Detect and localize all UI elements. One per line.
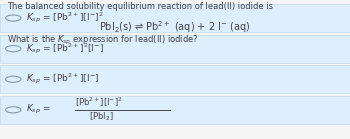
Text: $K_{sp}$ = [Pb$^{2+}$]$^2$[I$^{-}$]: $K_{sp}$ = [Pb$^{2+}$]$^2$[I$^{-}$] bbox=[26, 41, 104, 56]
Text: $K_{sp}$ = [Pb$^{2+}$][I$^{-}$]$^2$: $K_{sp}$ = [Pb$^{2+}$][I$^{-}$]$^2$ bbox=[26, 11, 104, 25]
Text: The balanced solubility equilibrium reaction of lead(II) iodide is: The balanced solubility equilibrium reac… bbox=[7, 2, 273, 11]
FancyBboxPatch shape bbox=[0, 35, 350, 63]
Text: [PbI$_2$]: [PbI$_2$] bbox=[89, 111, 114, 123]
Text: What is the $K_{sp}$ expression for lead(II) iodide?: What is the $K_{sp}$ expression for lead… bbox=[7, 34, 198, 47]
Text: PbI$_2$(s) ⇌ Pb$^{2+}$ (aq) + 2 I$^{-}$ (aq): PbI$_2$(s) ⇌ Pb$^{2+}$ (aq) + 2 I$^{-}$ … bbox=[99, 19, 251, 35]
Text: $K_{sp}$ =: $K_{sp}$ = bbox=[26, 103, 51, 116]
FancyBboxPatch shape bbox=[0, 4, 350, 32]
Text: $K_{sp}$ = [Pb$^{2+}$][I$^{-}$]: $K_{sp}$ = [Pb$^{2+}$][I$^{-}$] bbox=[26, 72, 100, 86]
FancyBboxPatch shape bbox=[0, 96, 350, 124]
Text: [Pb$^{2+}$][I$^{-}$]$^2$: [Pb$^{2+}$][I$^{-}$]$^2$ bbox=[75, 96, 123, 109]
FancyBboxPatch shape bbox=[0, 65, 350, 93]
